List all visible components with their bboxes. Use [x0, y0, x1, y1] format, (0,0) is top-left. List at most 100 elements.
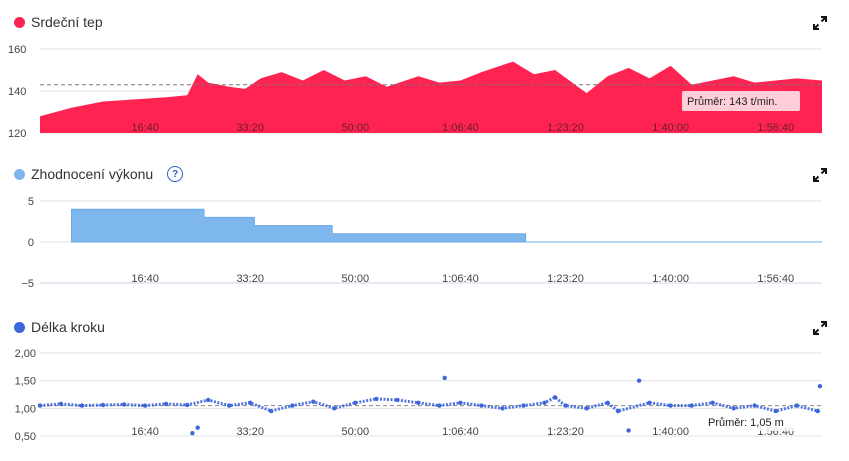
stride-data-point: [185, 402, 190, 408]
hr-x-tick-label: 1:56:40: [757, 122, 794, 134]
stride-data-point: [269, 408, 274, 414]
hr-x-tick-label: 50:00: [342, 122, 370, 134]
stride-data-point: [794, 403, 799, 408]
stride-data-point: [195, 425, 200, 430]
stride-legend-dot: [14, 321, 25, 333]
stride-data-point: [636, 378, 642, 383]
heart-rate-title: Srdeční tep: [14, 14, 103, 30]
stride-data-point: [416, 400, 421, 405]
performance-legend-dot: [14, 168, 25, 180]
stride-data-point: [206, 397, 211, 403]
stride-y-tick-label: 1,50: [15, 376, 36, 388]
stride-data-point: [710, 400, 715, 405]
stride-data-point: [121, 402, 127, 407]
stride-data-point: [163, 401, 169, 407]
stride-data-point: [817, 384, 823, 389]
hr-x-tick-label: 1:23:20: [547, 122, 584, 134]
stride-x-tick-label: 33:20: [236, 426, 264, 438]
hr-y-tick-label: 140: [8, 86, 26, 98]
hr-x-tick-label: 1:40:00: [652, 122, 689, 134]
question-circle-icon[interactable]: ?: [167, 166, 184, 182]
stride-data-point: [479, 403, 484, 408]
perf-x-tick-label: 33:20: [236, 273, 264, 285]
heart-rate-panel: Srdeční tep 120 140 160 16:40 33:20 50:00 1:06…: [0, 0, 849, 140]
expand-arrows-icon[interactable]: [813, 168, 827, 182]
stride-data-point: [626, 428, 631, 433]
stride-data-point: [395, 397, 400, 403]
stride-data-point: [190, 431, 195, 436]
performance-panel: Zhodnocení výkonu ? 5 0 −5 16:40 33:20 50:00 1…: [0, 150, 849, 290]
stride-data-point: [227, 403, 232, 408]
stride-data-point: [542, 400, 547, 405]
stride-data-point: [437, 403, 442, 408]
stride-data-point: [552, 395, 558, 400]
stride-data-point: [332, 406, 337, 411]
stride-title-label: Délka kroku: [31, 319, 105, 335]
stride-data-point: [521, 403, 526, 408]
perf-y-tick-label: −5: [21, 278, 34, 290]
stride-data-point: [752, 403, 757, 408]
stride-data-point: [353, 400, 358, 405]
expand-arrows-icon[interactable]: [813, 16, 827, 30]
stride-data-point: [442, 375, 447, 381]
stride-y-tick-label: 2,00: [15, 348, 36, 360]
stride-data-point: [647, 400, 652, 405]
stride-data-point: [248, 400, 253, 405]
stride-x-tick-label: 16:40: [131, 426, 159, 438]
stride-data-point: [815, 408, 820, 414]
stride-x-tick-label: 1:06:40: [442, 426, 479, 438]
stride-average-badge-bg: [704, 413, 800, 431]
stride-y-tick-label: 0,50: [15, 431, 36, 443]
hr-average-badge-bg: [682, 91, 800, 111]
perf-x-tick-label: 1:06:40: [442, 273, 479, 285]
stride-data-point: [500, 406, 505, 411]
hr-y-tick-label: 120: [8, 128, 26, 140]
perf-area-series: [70, 208, 822, 243]
stride-data-point: [615, 408, 621, 414]
stride-data-point: [458, 400, 463, 405]
stride-data-point: [142, 403, 148, 408]
heart-rate-title-label: Srdeční tep: [31, 14, 103, 30]
stride-data-point: [563, 403, 568, 408]
stride-x-tick-label: 50:00: [342, 426, 370, 438]
hr-y-tick-label: 160: [8, 44, 26, 56]
performance-chart: 5 0 −5 16:40 33:20 50:00 1:06:40 1:23:20 1:40:00…: [21, 196, 822, 290]
stride-data-point: [773, 408, 778, 414]
stride-y-tick-label: 1,00: [15, 403, 36, 415]
stride-data-point: [374, 396, 379, 402]
stride-data-point: [311, 399, 316, 404]
stride-data-point: [100, 402, 106, 408]
stride-data-point: [290, 403, 295, 408]
heart-rate-chart: 120 140 160 16:40 33:20 50:00 1:06:40 1:23:20 1:…: [8, 44, 822, 140]
stride-x-tick-label: 1:40:00: [652, 426, 689, 438]
hr-x-tick-label: 16:40: [131, 122, 159, 134]
stride-data-point: [58, 401, 64, 407]
hr-average-label: Průměr: 143 t/min.: [687, 96, 777, 108]
perf-y-tick-label: 5: [28, 196, 34, 208]
stride-panel: Délka kroku 2,00 1,50 1,00 0,50 16:40 33:20 50…: [0, 305, 849, 461]
stride-data-point: [668, 403, 673, 408]
heart-rate-legend-dot: [14, 16, 25, 28]
perf-x-tick-label: 50:00: [342, 273, 370, 285]
stride-x-tick-label: 1:23:20: [547, 426, 584, 438]
stride-data-point: [584, 406, 589, 411]
perf-x-tick-label: 1:56:40: [757, 273, 794, 285]
stride-data-point: [605, 400, 610, 405]
stride-data-point: [37, 403, 43, 408]
perf-x-tick-label: 16:40: [131, 273, 159, 285]
stride-chart: 2,00 1,50 1,00 0,50 16:40 33:20 50:00 1:06:40 1:…: [15, 348, 823, 443]
stride-data-point: [79, 403, 85, 408]
perf-x-tick-label: 1:23:20: [547, 273, 584, 285]
hr-x-tick-label: 33:20: [236, 122, 264, 134]
stride-title: Délka kroku: [14, 319, 105, 335]
stride-data-point: [689, 403, 694, 408]
hr-area-series: [40, 61, 822, 133]
hr-x-tick-label: 1:06:40: [442, 122, 479, 134]
performance-title-label: Zhodnocení výkonu: [31, 166, 154, 182]
expand-arrows-icon[interactable]: [813, 321, 827, 335]
stride-trend-band: [39, 395, 819, 413]
performance-title: Zhodnocení výkonu ?: [14, 166, 184, 182]
perf-x-tick-label: 1:40:00: [652, 273, 689, 285]
stride-average-label: Průměr: 1,05 m: [708, 417, 784, 429]
perf-y-tick-label: 0: [28, 237, 34, 249]
